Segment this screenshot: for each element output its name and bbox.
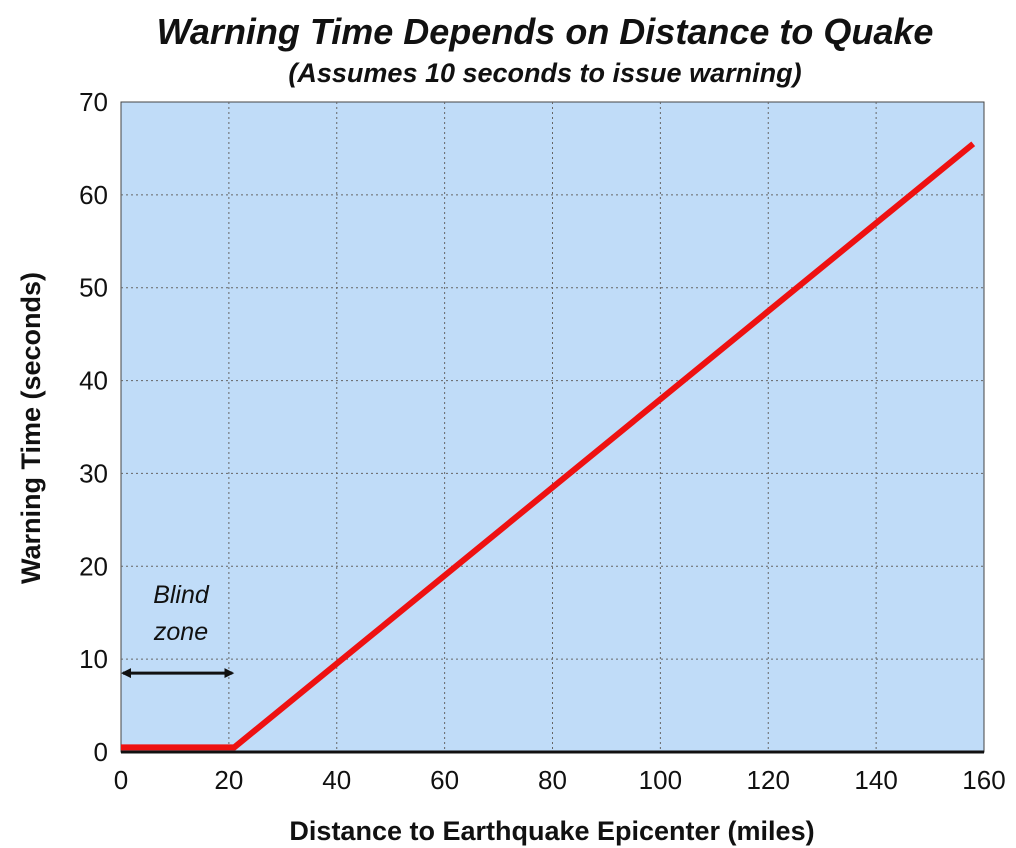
x-tick-label: 0 <box>114 765 128 795</box>
y-tick-label: 10 <box>79 644 108 674</box>
x-tick-label: 160 <box>962 765 1005 795</box>
x-tick-label: 40 <box>322 765 351 795</box>
y-tick-label: 30 <box>79 458 108 488</box>
y-tick-label: 50 <box>79 273 108 303</box>
y-tick-label: 60 <box>79 180 108 210</box>
blind-zone-annotation: Blind zone <box>121 581 235 679</box>
y-tick-label: 20 <box>79 551 108 581</box>
grid-lines <box>121 102 984 752</box>
chart-subtitle: (Assumes 10 seconds to issue warning) <box>288 58 801 88</box>
x-tick-labels: 0 20 40 60 80 100 120 140 160 <box>114 765 1006 795</box>
x-tick-label: 140 <box>854 765 897 795</box>
x-axis-label: Distance to Earthquake Epicenter (miles) <box>289 816 814 846</box>
x-tick-label: 20 <box>214 765 243 795</box>
y-tick-label: 0 <box>94 737 108 767</box>
x-tick-label: 100 <box>639 765 682 795</box>
y-tick-label: 70 <box>79 87 108 117</box>
y-axis-label: Warning Time (seconds) <box>16 272 46 584</box>
blind-zone-label-line1: Blind <box>153 581 210 609</box>
blind-zone-label-line2: zone <box>153 618 208 646</box>
x-tick-label: 60 <box>430 765 459 795</box>
chart-title: Warning Time Depends on Distance to Quak… <box>157 11 934 52</box>
y-tick-labels: 0 10 20 30 40 50 60 70 <box>79 87 108 767</box>
x-tick-label: 80 <box>538 765 567 795</box>
x-tick-label: 120 <box>747 765 790 795</box>
warning-time-line <box>121 141 976 751</box>
y-tick-label: 40 <box>79 366 108 396</box>
